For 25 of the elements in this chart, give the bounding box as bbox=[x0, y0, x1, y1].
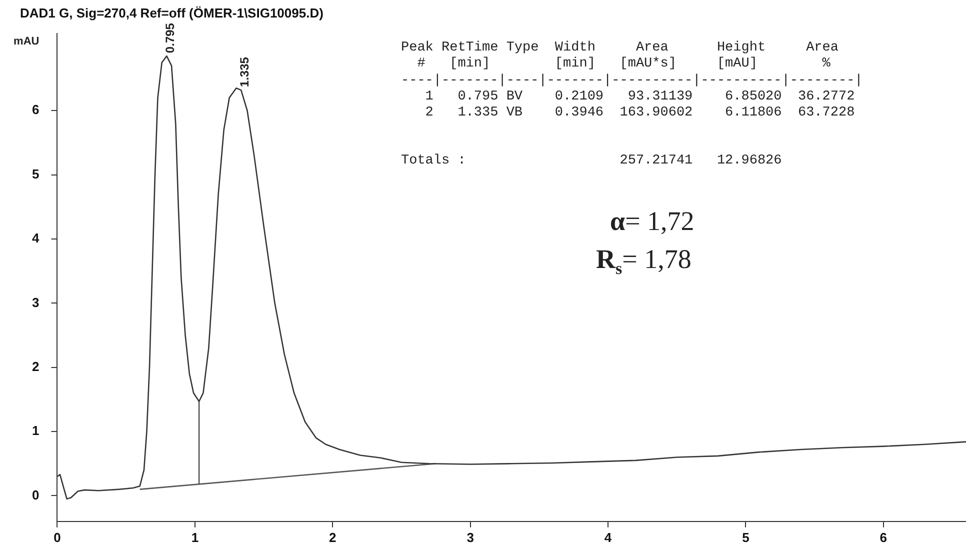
x-tick-label: 0 bbox=[54, 530, 61, 545]
y-tick-label: 1 bbox=[32, 423, 40, 438]
x-tick-label: 5 bbox=[742, 530, 750, 545]
x-tick-label: 3 bbox=[466, 530, 474, 545]
x-tick-label: 2 bbox=[329, 530, 336, 545]
annotation: # [min] [min] [mAU*s] [mAU] % bbox=[401, 56, 832, 72]
annotation: 0.795 bbox=[163, 22, 178, 54]
y-tick-label: 3 bbox=[32, 294, 40, 310]
y-tick-label: 0 bbox=[32, 487, 40, 502]
annotation: 2 1.335 VB 0.3946 163.90602 6.11806 63.7228 bbox=[401, 106, 855, 121]
annotation: 1.335 bbox=[237, 56, 252, 88]
chart-title: DAD1 G, Sig=270,4 Ref=off (ÖMER-1\SIG10095.D) bbox=[20, 5, 324, 20]
x-tick-label: 6 bbox=[880, 530, 887, 545]
y-tick-label: 4 bbox=[32, 230, 40, 246]
annotation: α= 1,72 bbox=[610, 206, 694, 236]
x-tick-label: 4 bbox=[604, 530, 612, 545]
annotation: Totals : 257.21741 12.96826 bbox=[401, 154, 782, 169]
x-tick-label: 1 bbox=[191, 530, 199, 545]
annotation: 1 0.795 BV 0.2109 93.31139 6.85020 36.2772 bbox=[401, 90, 855, 105]
y-axis-title: mAU bbox=[14, 36, 40, 48]
y-tick-label: 5 bbox=[32, 166, 40, 182]
y-tick-label: 2 bbox=[32, 358, 40, 374]
annotation: ----|-------|----|-------|----------|----------|--------| bbox=[401, 74, 863, 89]
annotation: Peak RetTime Type Width Area Height Area bbox=[401, 40, 838, 56]
y-tick-label: 6 bbox=[32, 102, 40, 118]
